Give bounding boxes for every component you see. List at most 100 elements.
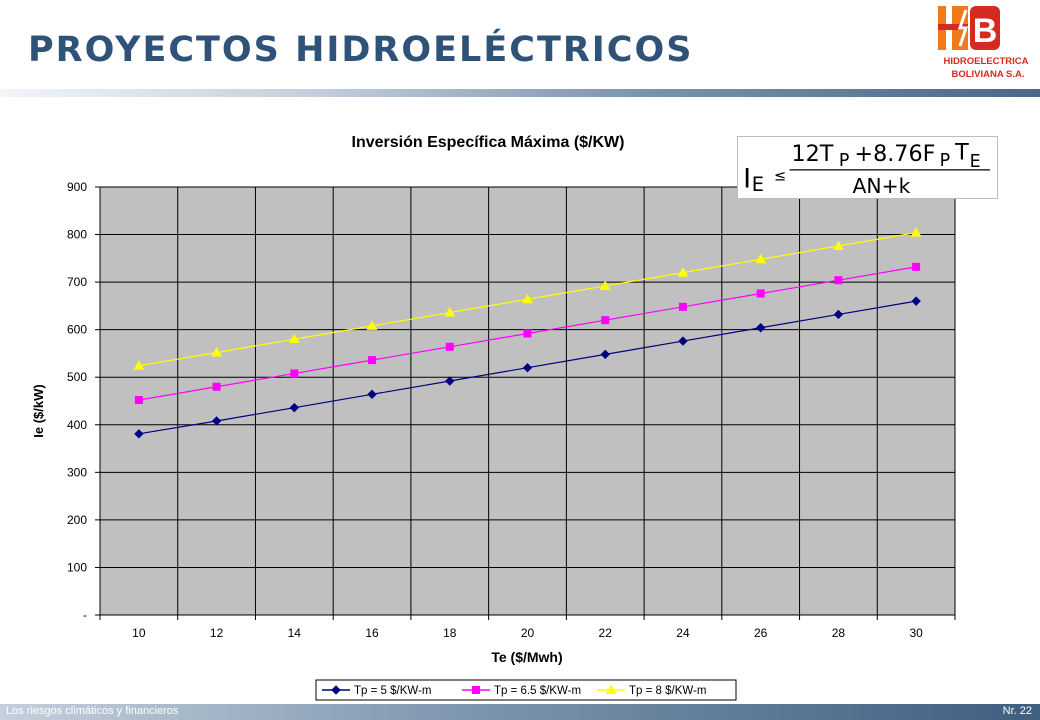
chart-title: Inversión Específica Máxima ($/KW) (352, 134, 625, 151)
data-point (756, 289, 765, 298)
data-point (599, 280, 611, 290)
data-point (366, 320, 378, 330)
slide-title: PROYECTOS HIDROELÉCTRICOS (28, 30, 694, 70)
formula-num-b: +8.76F (854, 141, 935, 167)
series-3 (133, 227, 922, 370)
formula-num-c-sub: E (970, 152, 981, 172)
data-point (677, 267, 689, 277)
legend-label: Tp = 5 $/KW-m (354, 685, 431, 697)
formula-num-a: 12T (791, 141, 833, 167)
legend-box (315, 679, 737, 701)
x-tick-label: 18 (443, 626, 457, 640)
data-point (834, 276, 843, 285)
svg-text:B: B (973, 12, 998, 50)
y-axis-label: Ie ($/kW) (31, 384, 46, 437)
legend-label: Tp = 8 $/KW-m (629, 685, 706, 697)
data-point (211, 416, 222, 426)
x-tick-label: 16 (365, 626, 379, 640)
y-tick-label: 700 (67, 275, 87, 289)
formula-lhs: I (743, 163, 751, 194)
legend-item-3: Tp = 8 $/KW-m (597, 684, 706, 697)
y-tick-label: 600 (67, 323, 87, 337)
formula-num-c: T (954, 139, 969, 165)
legend: Tp = 5 $/KW-m Tp = 6.5 $/KW-m Tp = 8 $/KW-… (315, 679, 737, 701)
formula-denominator: AN+k (852, 174, 910, 198)
formula-num-b-sub: P (940, 151, 951, 171)
legend-marker (331, 685, 341, 695)
logo-b-block (970, 6, 1000, 50)
svg-text:12T P +8.76F P: 12T P +8.76F P T E (791, 139, 980, 172)
data-point (678, 336, 688, 346)
y-tick-label: 800 (67, 228, 87, 242)
legend-marker (472, 686, 480, 694)
data-point (134, 396, 143, 405)
footer-text: Los riesgos climáticos y financieros (6, 705, 179, 717)
y-tick-label: 100 (67, 560, 87, 574)
data-point (445, 342, 454, 351)
data-point (523, 329, 532, 338)
data-point (911, 296, 921, 306)
y-tick-label: 200 (67, 513, 87, 527)
data-point (134, 429, 144, 439)
plot-area (99, 186, 956, 616)
formula: I E ≤ 12T P +8.76F P T E AN+k (737, 136, 998, 199)
formula-lhs-sub: E (752, 173, 764, 196)
y-tick-label: 300 (67, 465, 87, 479)
series-2 (134, 262, 921, 405)
legend-marker (605, 684, 617, 694)
legend-item-1: Tp = 5 $/KW-m (322, 685, 431, 697)
data-point (755, 253, 767, 264)
x-axis-label: Te ($/Mwh) (491, 649, 562, 665)
data-point (289, 402, 300, 413)
y-tick-label: 500 (67, 370, 87, 384)
logo-text-1: HIDROELECTRICA (944, 56, 1029, 67)
formula-num-a-sub: P (839, 151, 850, 171)
x-tick-label: 14 (288, 626, 302, 640)
data-point (367, 389, 377, 400)
x-tick-label: 30 (909, 626, 923, 640)
data-point (833, 309, 844, 320)
y-tick-label: - (83, 608, 87, 622)
data-point (910, 227, 922, 237)
title-divider (0, 89, 1040, 97)
legend-item-2: Tp = 6.5 $/KW-m (462, 685, 581, 697)
page-number: Nr. 22 (1002, 705, 1032, 717)
data-point (522, 363, 533, 373)
data-point (678, 302, 687, 311)
legend-label: Tp = 6.5 $/KW-m (494, 685, 581, 697)
company-logo: B HIDROELECTRICA BOLIVIANA S.A. (938, 6, 1029, 80)
data-point (601, 316, 610, 325)
series-1 (134, 296, 921, 439)
x-tick-label: 28 (832, 626, 846, 640)
svg-text:I E: I E (743, 163, 764, 196)
data-point (445, 376, 455, 386)
formula-relation: ≤ (774, 169, 786, 185)
x-tick-label: 26 (754, 626, 768, 640)
data-point (368, 356, 377, 365)
data-point (755, 323, 766, 333)
data-point (444, 307, 456, 317)
y-tick-label: 400 (67, 418, 87, 432)
data-point (288, 333, 300, 344)
data-point (290, 369, 299, 378)
x-tick-label: 12 (210, 626, 224, 640)
logo-text-2: BOLIVIANA S.A. (951, 69, 1024, 80)
x-tick-label: 22 (599, 626, 613, 640)
gridlines (99, 186, 956, 616)
data-point (600, 349, 610, 360)
y-tick-label: 900 (67, 180, 87, 194)
data-point (212, 382, 221, 391)
data-point (912, 262, 921, 271)
series-lines (133, 227, 922, 439)
data-point (522, 293, 533, 304)
data-point (211, 346, 222, 357)
x-tick-label: 24 (676, 626, 690, 640)
x-tick-label: 20 (521, 626, 535, 640)
y-axis-ticks: - 100 200 300 400 500 600 700 800 900 (67, 180, 100, 622)
data-point (133, 360, 145, 370)
x-axis-ticks: 10 12 14 16 18 20 22 24 26 28 30 (99, 615, 956, 640)
x-tick-label: 10 (132, 626, 146, 640)
footer-bar: Los riesgos climáticos y financieros Nr.… (0, 704, 1040, 720)
data-point (833, 240, 844, 250)
